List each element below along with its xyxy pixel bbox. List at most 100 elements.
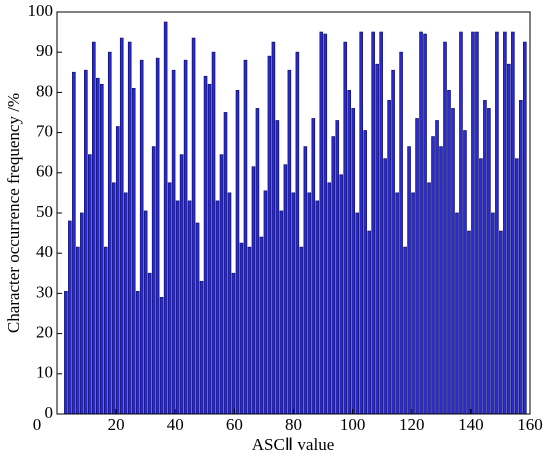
- y-tick-label: 70: [36, 122, 53, 141]
- y-tick-label: 100: [28, 1, 54, 20]
- bar: [147, 272, 152, 415]
- bar: [459, 31, 463, 415]
- bar: [219, 154, 224, 415]
- bar: [315, 200, 320, 415]
- bar: [439, 146, 443, 415]
- bar: [419, 31, 423, 415]
- bar: [403, 246, 407, 415]
- y-tick-label: 10: [36, 363, 53, 382]
- bar: [195, 222, 200, 415]
- y-tick-label: 20: [36, 323, 53, 342]
- bar: [359, 31, 363, 415]
- bar: [251, 166, 256, 415]
- bar: [479, 158, 483, 415]
- bar: [379, 31, 383, 415]
- y-tick-label: 90: [36, 41, 53, 60]
- x-axis-label: ASCⅡ value: [252, 435, 335, 454]
- bar: [111, 182, 116, 415]
- x-tick-label: 120: [399, 415, 425, 434]
- y-tick-label: 50: [36, 202, 53, 221]
- x-tick-label: 20: [108, 415, 125, 434]
- bar: [199, 280, 204, 415]
- bar: [215, 200, 220, 415]
- bar: [103, 246, 108, 415]
- bar: [175, 200, 180, 415]
- bar: [423, 33, 427, 415]
- bar: [167, 182, 172, 415]
- bar: [495, 31, 499, 415]
- bar: [483, 100, 487, 415]
- bar: [471, 31, 475, 415]
- bar: [72, 71, 76, 415]
- bar: [455, 212, 459, 415]
- bar: [355, 212, 360, 415]
- x-tick-label: 160: [517, 415, 543, 434]
- bar: [511, 31, 515, 415]
- bar: [291, 192, 296, 415]
- bar: [503, 31, 507, 415]
- bar: [143, 210, 148, 415]
- bar: [323, 33, 328, 415]
- bar: [335, 120, 340, 415]
- bar: [267, 55, 272, 415]
- bar: [507, 63, 511, 415]
- bar: [80, 212, 84, 415]
- bar: [255, 108, 260, 415]
- bar: [431, 136, 435, 415]
- x-tick-label: 0: [33, 415, 42, 434]
- bar: [163, 21, 168, 415]
- bar: [84, 69, 88, 415]
- bar: [391, 69, 395, 415]
- bar: [515, 158, 519, 415]
- bar: [271, 41, 276, 415]
- bar: [139, 59, 144, 415]
- bar: [411, 192, 415, 415]
- y-tick-label: 0: [45, 403, 54, 422]
- bar: [211, 51, 216, 415]
- bar: [383, 158, 387, 415]
- bar: [227, 192, 232, 415]
- bar: [307, 192, 312, 415]
- bar: [243, 59, 248, 415]
- bar: [463, 130, 467, 415]
- x-tick-label: 40: [167, 415, 184, 434]
- bar: [351, 108, 356, 415]
- bar: [171, 69, 176, 415]
- bar: [99, 83, 104, 415]
- bar: [443, 41, 447, 415]
- bar: [371, 31, 375, 415]
- bar: [427, 182, 431, 415]
- bar: [327, 182, 332, 415]
- bar: [223, 112, 228, 415]
- bar: [519, 100, 523, 415]
- bar: [191, 37, 196, 415]
- bar: [451, 108, 455, 415]
- bar: [259, 236, 264, 415]
- bar: [187, 200, 192, 415]
- bar: [339, 174, 344, 415]
- bar: [275, 120, 280, 415]
- bar: [499, 230, 503, 415]
- y-tick-label: 80: [36, 81, 53, 100]
- bar: [135, 290, 140, 415]
- bar: [283, 164, 288, 415]
- bar: [415, 118, 419, 415]
- bar: [179, 154, 184, 415]
- bar: [247, 246, 252, 415]
- bar: [295, 51, 300, 415]
- bar: [303, 146, 308, 415]
- bar: [491, 212, 495, 415]
- bar: [127, 41, 132, 415]
- bar: [231, 272, 236, 415]
- bar: [279, 210, 284, 415]
- bar: [131, 87, 136, 415]
- bar: [92, 41, 96, 415]
- y-tick-label: 60: [36, 162, 53, 181]
- bar: [235, 89, 240, 415]
- x-tick-label: 60: [226, 415, 243, 434]
- bar: [207, 83, 212, 415]
- bar: [64, 290, 68, 415]
- x-tick-label: 140: [458, 415, 484, 434]
- bar: [331, 136, 336, 415]
